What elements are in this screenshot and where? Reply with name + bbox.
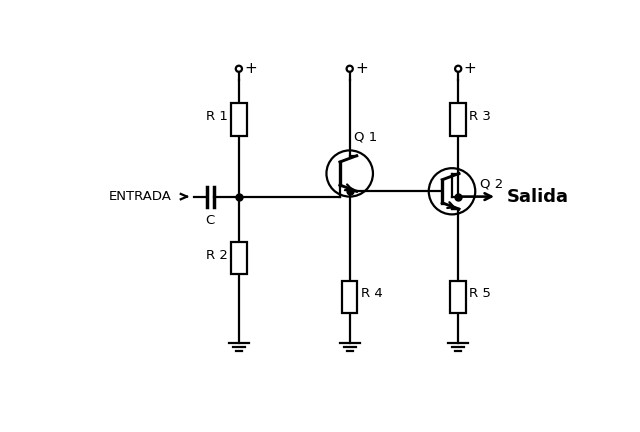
Text: +: +	[244, 61, 257, 76]
Text: R 2: R 2	[206, 249, 228, 262]
Bar	[231, 103, 246, 136]
Bar	[451, 280, 466, 313]
Text: R 4: R 4	[360, 287, 382, 300]
Text: +: +	[463, 61, 476, 76]
Text: R 5: R 5	[469, 287, 491, 300]
Text: Q 1: Q 1	[355, 130, 378, 143]
Bar	[451, 103, 466, 136]
Text: Q 2: Q 2	[480, 178, 503, 191]
Bar	[342, 280, 358, 313]
Text: ENTRADA: ENTRADA	[109, 190, 172, 203]
Bar	[231, 242, 246, 274]
Text: R 3: R 3	[469, 110, 491, 123]
Text: C: C	[205, 213, 215, 226]
Text: +: +	[355, 61, 368, 76]
Text: Salida: Salida	[506, 187, 568, 206]
Text: R 1: R 1	[206, 110, 228, 123]
